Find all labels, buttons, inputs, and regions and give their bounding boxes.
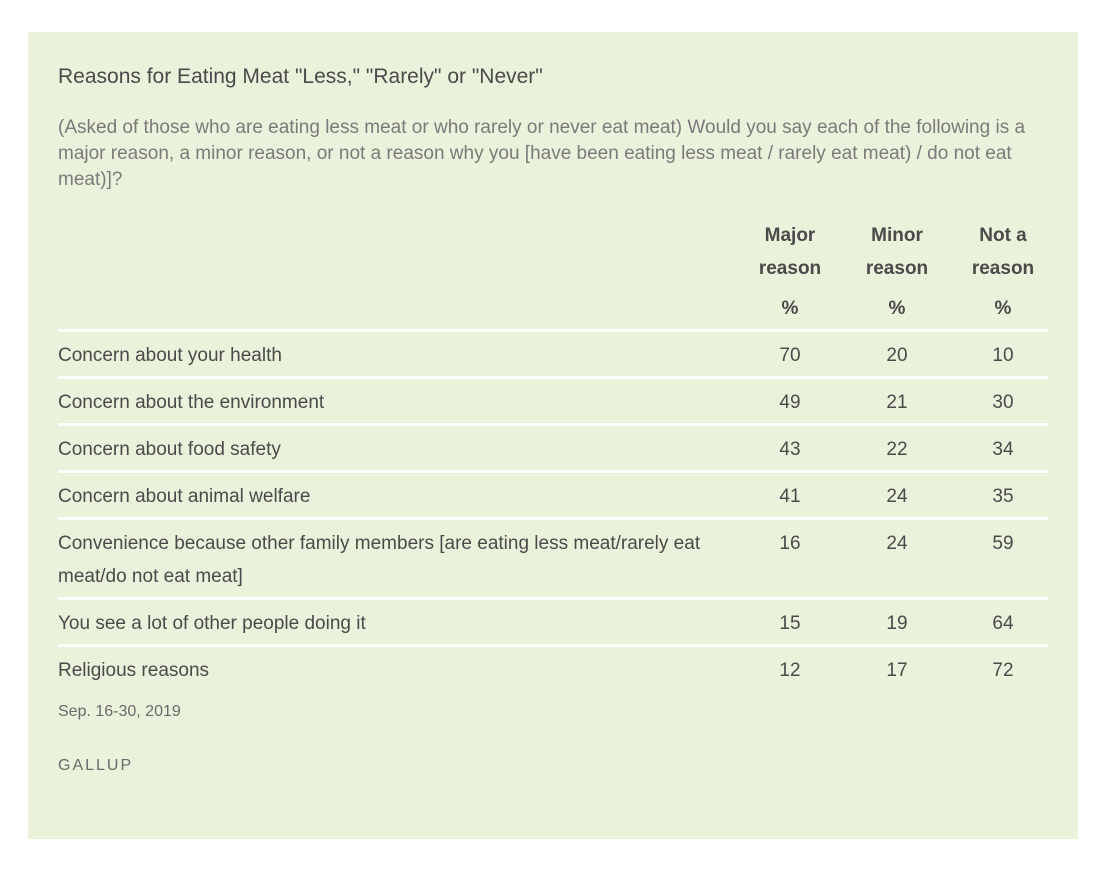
table-cell: 12	[779, 660, 801, 681]
row-label: You see a lot of other people doing it	[58, 613, 366, 634]
chart-card: Reasons for Eating Meat "Less," "Rarely"…	[28, 32, 1078, 839]
table-cell: 30	[992, 392, 1014, 413]
column-header-line1: Minor	[871, 225, 923, 246]
table-cell: 20	[886, 345, 908, 366]
survey-date: Sep. 16-30, 2019	[58, 703, 181, 720]
row-label: Concern about food safety	[58, 439, 281, 460]
table-body: Concern about your health 70 20 10 Concern a…	[58, 329, 1048, 691]
table-cell: 41	[779, 486, 801, 507]
column-header-line2: reason	[865, 258, 929, 279]
table-row: Concern about food safety 43 22 34	[58, 423, 1048, 470]
table-cell: 43	[779, 439, 801, 460]
survey-question: (Asked of those who are eating less meat…	[58, 117, 1026, 190]
table-cell: 17	[886, 660, 908, 681]
table-row: Concern about animal welfare 41 24 35	[58, 470, 1048, 517]
table-cell: 24	[886, 533, 908, 554]
table-row: Concern about your health 70 20 10	[58, 329, 1048, 376]
row-label: Convenience because other family members…	[58, 533, 701, 587]
column-header-line2: reason	[971, 258, 1035, 279]
table-row: Concern about the environment 49 21 30	[58, 376, 1048, 423]
table-cell: 64	[992, 613, 1014, 634]
column-header-line1: Not a	[979, 225, 1027, 246]
table-cell: 22	[886, 439, 908, 460]
row-label: Concern about your health	[58, 345, 282, 366]
source-brand: GALLUP	[58, 757, 134, 774]
table-row: You see a lot of other people doing it 15…	[58, 597, 1048, 644]
table-cell: 70	[779, 345, 801, 366]
column-header-unit: %	[781, 298, 799, 319]
column-header-unit: %	[994, 298, 1012, 319]
table-cell: 10	[992, 345, 1014, 366]
table-cell: 35	[992, 486, 1014, 507]
column-header-line2: reason	[758, 258, 822, 279]
table-cell: 24	[886, 486, 908, 507]
table-cell: 49	[779, 392, 801, 413]
table-row: Religious reasons 12 17 72	[58, 644, 1048, 691]
column-header-line1: Major	[764, 225, 816, 246]
table-cell: 72	[992, 660, 1014, 681]
column-header-minor-reason: Minor reason %	[847, 219, 947, 325]
table-cell: 34	[992, 439, 1014, 460]
table-row: Convenience because other family members…	[58, 517, 1048, 597]
table-cell: 15	[779, 613, 801, 634]
column-header-not-a-reason: Not a reason %	[953, 219, 1053, 325]
row-label: Concern about animal welfare	[58, 486, 311, 507]
chart-title: Reasons for Eating Meat "Less," "Rarely"…	[58, 65, 543, 88]
table-cell: 59	[992, 533, 1014, 554]
row-label: Religious reasons	[58, 660, 210, 681]
table-cell: 19	[886, 613, 908, 634]
column-header-unit: %	[888, 298, 906, 319]
table-cell: 21	[886, 392, 908, 413]
column-header-major-reason: Major reason %	[740, 219, 840, 325]
table-cell: 16	[779, 533, 801, 554]
row-label: Concern about the environment	[58, 392, 325, 413]
